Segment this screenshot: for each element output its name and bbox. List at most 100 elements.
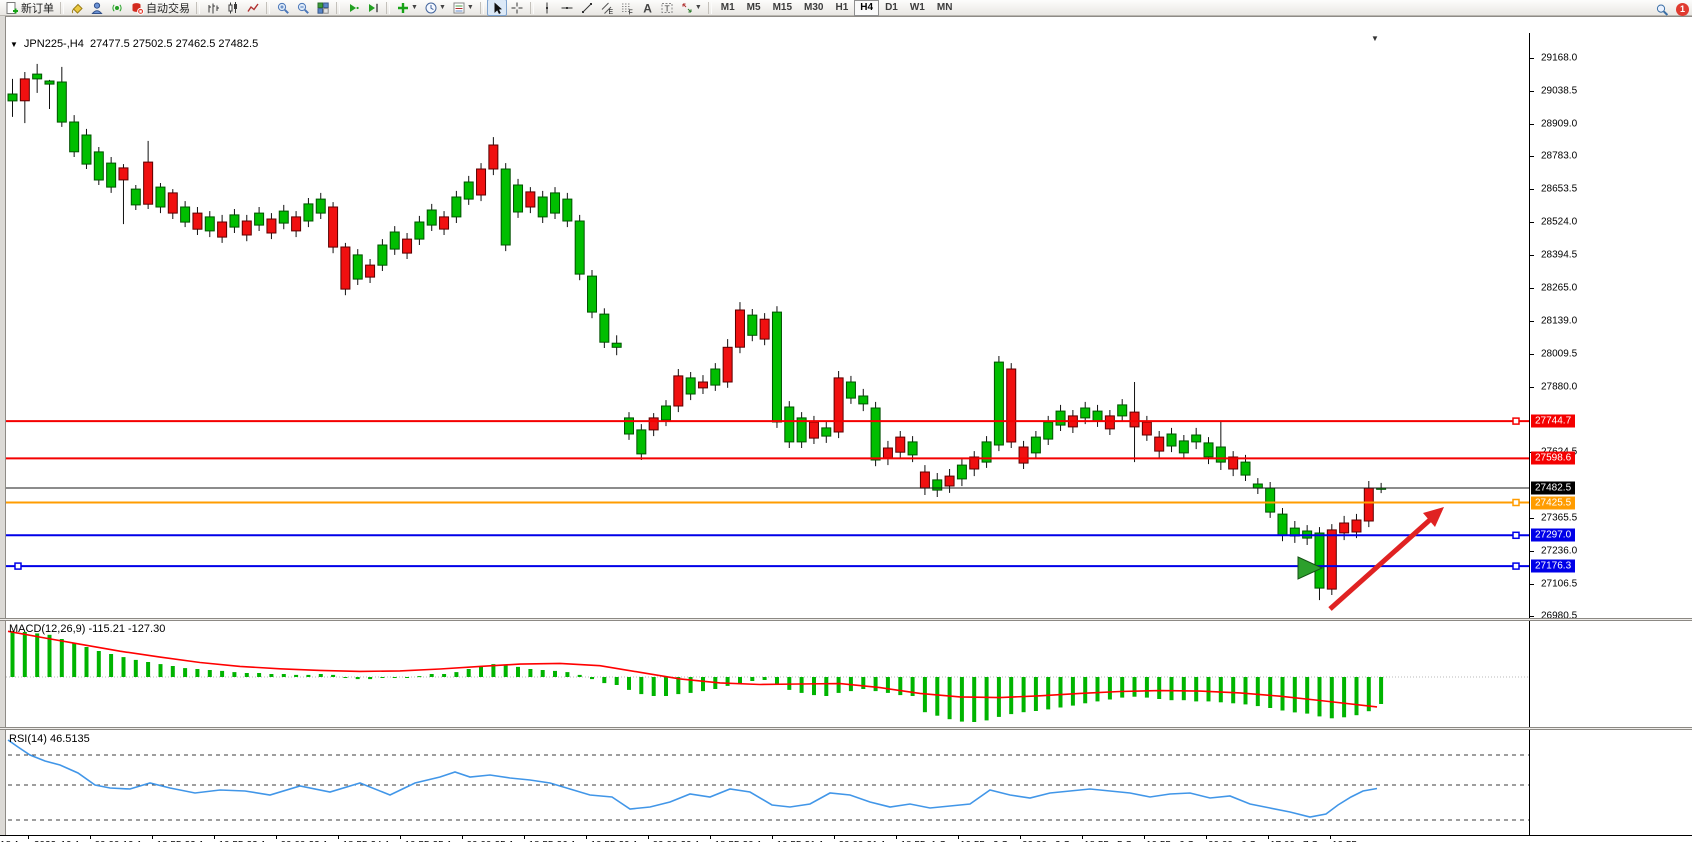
vline-icon xyxy=(545,2,548,13)
templates-button[interactable]: ▼ xyxy=(449,0,477,16)
profiles-button[interactable] xyxy=(87,0,107,16)
bars-icon xyxy=(208,3,219,13)
timeframe-m5-button[interactable]: M5 xyxy=(746,1,761,13)
channel-icon: E xyxy=(601,2,613,15)
indicators-button[interactable]: ▼ xyxy=(393,0,421,16)
svg-text:T: T xyxy=(664,3,669,13)
price-tick xyxy=(1530,583,1534,585)
timeframe-m1-button[interactable]: M1 xyxy=(720,1,735,13)
arrows-dropdown-icon[interactable]: ▼ xyxy=(694,4,702,11)
price-tick-label: 28524.0 xyxy=(1541,216,1578,228)
macd-pane[interactable] xyxy=(0,621,1529,728)
time-tick-label: 24 Aug 10:55 xyxy=(371,840,430,842)
time-tick xyxy=(586,836,587,839)
time-tick xyxy=(152,836,153,839)
price-tick-label: 28009.5 xyxy=(1541,348,1578,359)
time-tick-label: 23 Aug 18:55 xyxy=(309,840,368,842)
pane-splitter-rsi[interactable] xyxy=(0,727,1692,730)
chart-bars-button[interactable] xyxy=(203,0,223,16)
auto-scroll-button[interactable] xyxy=(343,0,363,16)
price-line-tag: 27297.0 xyxy=(1531,528,1576,542)
signals-button[interactable] xyxy=(107,0,127,16)
price-tick-label: 27365.5 xyxy=(1541,512,1578,524)
vertical-line-button[interactable] xyxy=(537,0,557,16)
chart-window[interactable]: ▼ JPN225-,H4 27477.5 27502.5 27462.5 2748… xyxy=(0,16,1692,842)
price-tick xyxy=(1530,189,1534,191)
text-label-button[interactable]: T xyxy=(657,0,677,16)
fibonacci-button[interactable]: F xyxy=(617,0,637,16)
timeframe-h4-button[interactable]: H4 xyxy=(854,0,880,16)
rsi-label: RSI(14) 46.5135 xyxy=(9,733,90,745)
zoom-out-button[interactable] xyxy=(293,0,313,16)
price-tick xyxy=(1530,222,1534,224)
rsi-line xyxy=(7,739,1378,818)
timeframe-d1-button[interactable]: D1 xyxy=(885,1,898,13)
styler-button[interactable] xyxy=(67,0,87,16)
autotrade-button[interactable]: 自动交易 xyxy=(127,0,193,16)
new-order-button[interactable]: 新订单 xyxy=(2,0,57,16)
trend-arrow-head xyxy=(1423,507,1444,527)
time-tick-label: 31 Aug 18:55 xyxy=(867,840,926,842)
timeframe-h1-button[interactable]: H1 xyxy=(835,1,849,13)
price-tick xyxy=(1530,550,1534,552)
time-axis[interactable]: 18 Aug 2022 19 Aug 00:0019 Aug 18:5522 Au… xyxy=(0,835,1692,842)
new-order-label: 新订单 xyxy=(21,2,54,15)
trendline-button[interactable] xyxy=(577,0,597,16)
timeframe-mn-button[interactable]: MN xyxy=(936,1,953,13)
price-pane[interactable] xyxy=(0,33,1529,619)
price-tick xyxy=(1530,386,1534,388)
tile-windows-button[interactable] xyxy=(313,0,333,16)
price-axis[interactable]: 29168.0 29038.5 28909.0 28783.0 28653.5 28524… xyxy=(1529,33,1692,835)
time-tick xyxy=(1268,836,1269,839)
linechart-icon xyxy=(247,3,259,12)
time-tick xyxy=(772,836,773,839)
chart-line-button[interactable] xyxy=(243,0,263,16)
text-button[interactable]: A xyxy=(637,0,657,16)
toolbar-separator xyxy=(529,1,534,14)
time-tick-label: 6 Sep 00:00 xyxy=(1179,840,1233,842)
rsi-pane[interactable] xyxy=(0,730,1529,835)
time-tick-label: 23 Aug 00:00 xyxy=(247,840,306,842)
price-line-tag: 27176.3 xyxy=(1531,559,1576,573)
autotrade-icon xyxy=(132,2,144,15)
buy-marker-triangle xyxy=(1297,556,1324,580)
chart-candles-button[interactable] xyxy=(223,0,243,16)
text-icon: A xyxy=(643,1,652,15)
chart-menu-icon[interactable]: ▼ xyxy=(10,40,18,49)
chart-shift-button[interactable] xyxy=(363,0,383,16)
timeframe-m15-button[interactable]: M15 xyxy=(772,1,793,13)
price-tick-label: 27106.5 xyxy=(1541,578,1578,590)
time-tick xyxy=(400,836,401,839)
doc-plus-icon xyxy=(6,1,18,14)
horizontal-line-button[interactable] xyxy=(557,0,577,16)
timeframe-w1-button[interactable]: W1 xyxy=(909,1,925,13)
price-tick-label: 28783.0 xyxy=(1541,150,1578,162)
crosshair-icon xyxy=(511,2,523,13)
templates-dropdown-icon[interactable]: ▼ xyxy=(466,4,474,11)
indicators-dropdown-icon[interactable]: ▼ xyxy=(411,4,418,11)
zoom-in-button[interactable] xyxy=(273,0,293,16)
svg-text:A: A xyxy=(643,1,652,15)
notification-badge[interactable]: 1 xyxy=(1676,3,1689,16)
search-button[interactable] xyxy=(1652,1,1672,18)
periods-dropdown-icon[interactable]: ▼ xyxy=(438,4,446,11)
price-tick-label: 28653.5 xyxy=(1541,183,1578,195)
periods-button[interactable]: ▼ xyxy=(421,0,449,16)
timeframe-m30-button[interactable]: M30 xyxy=(804,1,824,13)
svg-text:E: E xyxy=(608,9,613,15)
time-tick-label: 2 Sep 18:55 xyxy=(1055,840,1109,842)
arrows-button[interactable]: ▼ xyxy=(677,0,705,16)
price-tick xyxy=(1530,616,1534,617)
channel-button[interactable]: E xyxy=(597,0,617,16)
time-tick-label: 19 Aug 18:55 xyxy=(123,840,182,842)
price-tick-label: 27624.5 xyxy=(1541,446,1577,457)
pane-splitter-macd[interactable] xyxy=(0,618,1692,621)
price-tick-label: 27880.0 xyxy=(1541,381,1578,393)
toolbar-separator xyxy=(707,1,712,14)
cursor-button[interactable] xyxy=(486,0,507,16)
tiles-icon xyxy=(317,2,329,14)
crosshair-button[interactable] xyxy=(507,0,527,16)
time-tick xyxy=(834,836,835,839)
time-tick xyxy=(28,836,29,839)
